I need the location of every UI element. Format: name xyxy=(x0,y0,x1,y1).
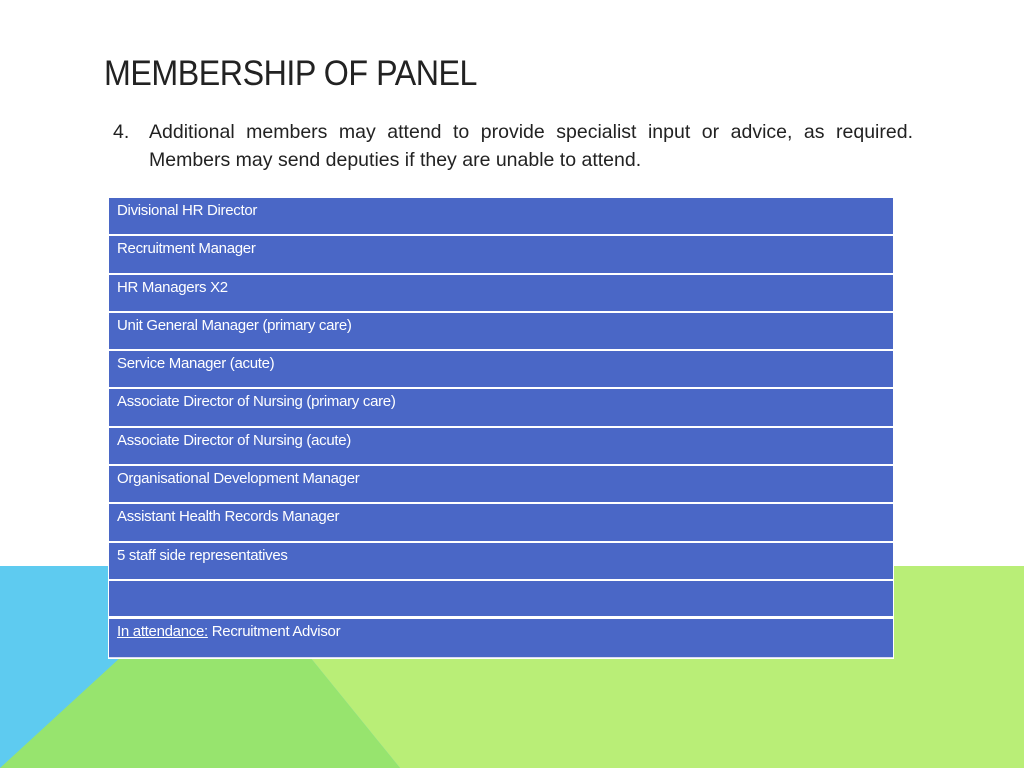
table-row: Divisional HR Director xyxy=(109,198,893,237)
green-shape xyxy=(0,566,400,768)
paragraph-text: Additional members may attend to provide… xyxy=(149,121,913,171)
slide-title: MEMBERSHIP OF PANEL xyxy=(104,54,477,93)
attendance-value: Recruitment Advisor xyxy=(207,623,341,641)
table-row: Associate Director of Nursing (acute) xyxy=(109,427,893,467)
table-row-empty xyxy=(109,580,893,620)
paragraph: 4. Additional members may attend to prov… xyxy=(113,118,913,174)
members-table: Divisional HR Director Recruitment Manag… xyxy=(108,197,894,659)
table-row: Associate Director of Nursing (primary c… xyxy=(109,389,893,428)
paragraph-number: 4. xyxy=(113,121,130,143)
table-row: Organisational Development Manager xyxy=(109,466,893,505)
table-row: 5 staff side representatives xyxy=(109,542,893,581)
table-row: Recruitment Manager xyxy=(109,236,893,275)
table-row: Service Manager (acute) xyxy=(109,351,893,390)
table-row: Unit General Manager (primary care) xyxy=(109,312,893,352)
table-row: HR Managers X2 xyxy=(109,274,893,313)
table-row: Assistant Health Records Manager xyxy=(109,504,893,543)
attendance-row: In attendance: Recruitment Advisor xyxy=(109,619,893,658)
attendance-label: In attendance: xyxy=(117,623,208,641)
